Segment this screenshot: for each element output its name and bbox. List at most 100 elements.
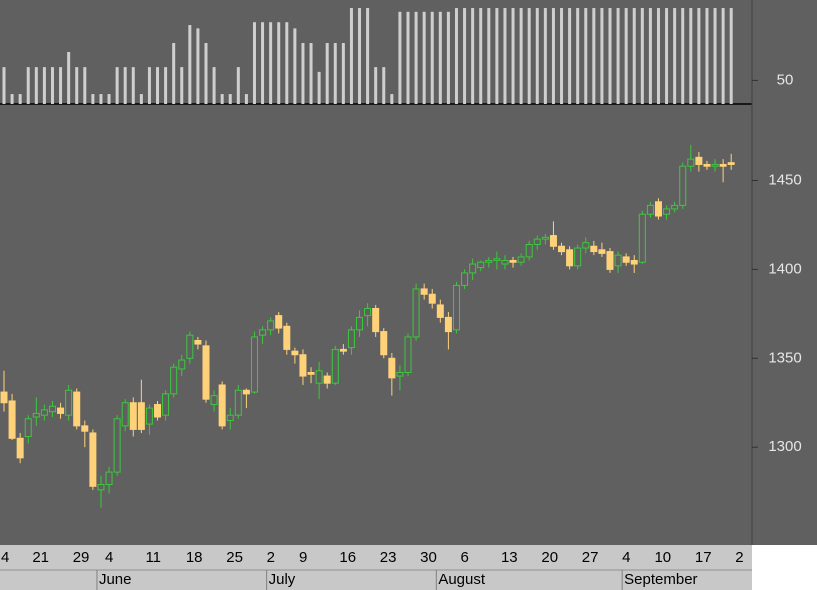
candle-body [452, 284, 460, 331]
indicator-bar [172, 43, 176, 104]
candle-body [687, 158, 695, 167]
candle-body [412, 288, 420, 338]
candle-body [396, 372, 404, 377]
candle-body [331, 348, 339, 384]
candle-body [89, 432, 97, 487]
candle-body [477, 261, 485, 269]
candle-body [566, 249, 574, 267]
indicator-bar [293, 28, 297, 105]
candle-body [16, 437, 24, 459]
candle-body [113, 418, 121, 473]
x-tick-label: 25 [226, 549, 243, 566]
indicator-bar [123, 67, 127, 104]
x-axis-background [0, 545, 752, 590]
candle-body [121, 402, 129, 427]
x-tick-label: 21 [32, 549, 49, 566]
candle-body [275, 315, 283, 329]
indicator-bar [608, 8, 612, 105]
candle-body [469, 263, 477, 274]
indicator-bar [261, 22, 265, 104]
indicator-bar [471, 8, 475, 105]
month-label: September [624, 571, 697, 588]
indicator-bar [244, 94, 248, 104]
indicator-bar [83, 67, 87, 104]
month-label: August [438, 571, 486, 588]
x-tick-label: 2 [735, 549, 743, 566]
x-tick-label: 27 [582, 549, 599, 566]
indicator-bar [479, 8, 483, 105]
candle-body [380, 331, 388, 356]
candle-body [178, 359, 186, 370]
candle-body [242, 389, 250, 395]
candle-body [356, 316, 364, 331]
candle-body [194, 340, 202, 345]
candle-body [250, 336, 258, 393]
candle-body [582, 242, 590, 249]
candle-body [671, 204, 679, 210]
candle-body [73, 391, 81, 427]
candle-body [218, 384, 226, 427]
x-tick-label: 4 [105, 549, 113, 566]
indicator-bar [269, 22, 273, 104]
indicator-bar [632, 8, 636, 105]
candle-body [202, 345, 210, 400]
month-label: June [99, 571, 132, 588]
candle-body [428, 293, 436, 304]
indicator-bar [430, 11, 434, 104]
candle-body [719, 163, 727, 167]
indicator-bar [67, 52, 71, 104]
x-tick-label: 18 [186, 549, 203, 566]
candle-body [24, 418, 32, 438]
candle-body [654, 201, 662, 217]
candle-body [32, 412, 40, 418]
indicator-bar [390, 94, 394, 104]
candle-body [493, 258, 501, 261]
candle-body [0, 391, 8, 404]
candle-body [226, 414, 234, 422]
candle-body [48, 405, 56, 413]
indicator-bar [592, 8, 596, 105]
indicator-bar [527, 8, 531, 105]
candle-body [558, 245, 566, 253]
indicator-bar [107, 94, 111, 104]
y-tick-label: 1450 [768, 171, 801, 188]
candle-body [549, 235, 557, 247]
candle-body [154, 404, 162, 418]
candle-body [679, 165, 687, 206]
x-tick-label: 6 [461, 549, 469, 566]
candle-body [267, 320, 275, 331]
indicator-bar [584, 8, 588, 105]
candle-body [315, 370, 323, 384]
candle-body [630, 259, 638, 265]
indicator-bar [673, 8, 677, 105]
indicator-bar [91, 94, 95, 104]
indicator-bar [196, 28, 200, 105]
candle-body [97, 484, 105, 491]
indicator-bar [705, 8, 709, 105]
indicator-bar [406, 11, 410, 104]
indicator-bar [10, 94, 14, 104]
indicator-bar [487, 8, 491, 105]
candle-body [186, 334, 194, 359]
candle-body [259, 329, 267, 336]
indicator-bar [228, 94, 232, 104]
candle-body [727, 162, 735, 165]
indicator-bar [414, 11, 418, 104]
indicator-bar [543, 8, 547, 105]
candle-body [614, 254, 622, 267]
candle-body [162, 393, 170, 416]
candle-body [323, 375, 331, 384]
indicator-bar [665, 8, 669, 105]
candle-body [40, 409, 48, 416]
indicator-bar [252, 22, 256, 104]
indicator-bar [366, 8, 370, 105]
indicator-bar [285, 22, 289, 104]
candle-body [525, 243, 533, 258]
indicator-bar [697, 8, 701, 105]
candle-body [638, 213, 646, 263]
indicator-bar [358, 8, 362, 105]
candle-body [574, 247, 582, 267]
indicator-bar [382, 67, 386, 104]
indicator-bar [50, 67, 54, 104]
x-tick-label: 16 [339, 549, 356, 566]
